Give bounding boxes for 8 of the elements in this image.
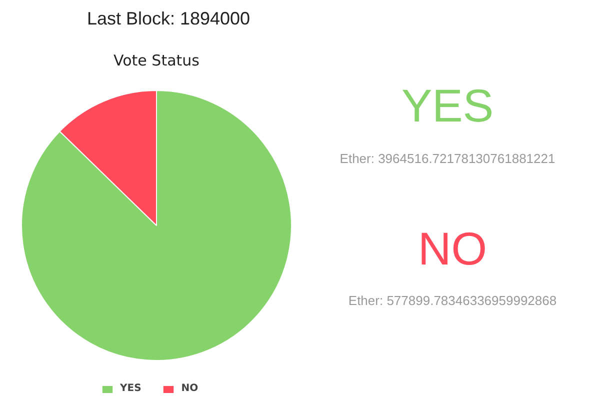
- legend-label: YES: [120, 383, 142, 394]
- text: Ether: 3964516.72178130761881221: [340, 151, 556, 166]
- chart-title: Last Block: 1894000: [86, 8, 250, 28]
- legend-label: NO: [181, 383, 200, 394]
- text: Ether: 577899.78346336959992868: [348, 293, 557, 308]
- chart-subtitle: Vote Status: [114, 52, 200, 70]
- slice-label: YES: [401, 80, 494, 132]
- category-label: NO: [418, 222, 487, 274]
